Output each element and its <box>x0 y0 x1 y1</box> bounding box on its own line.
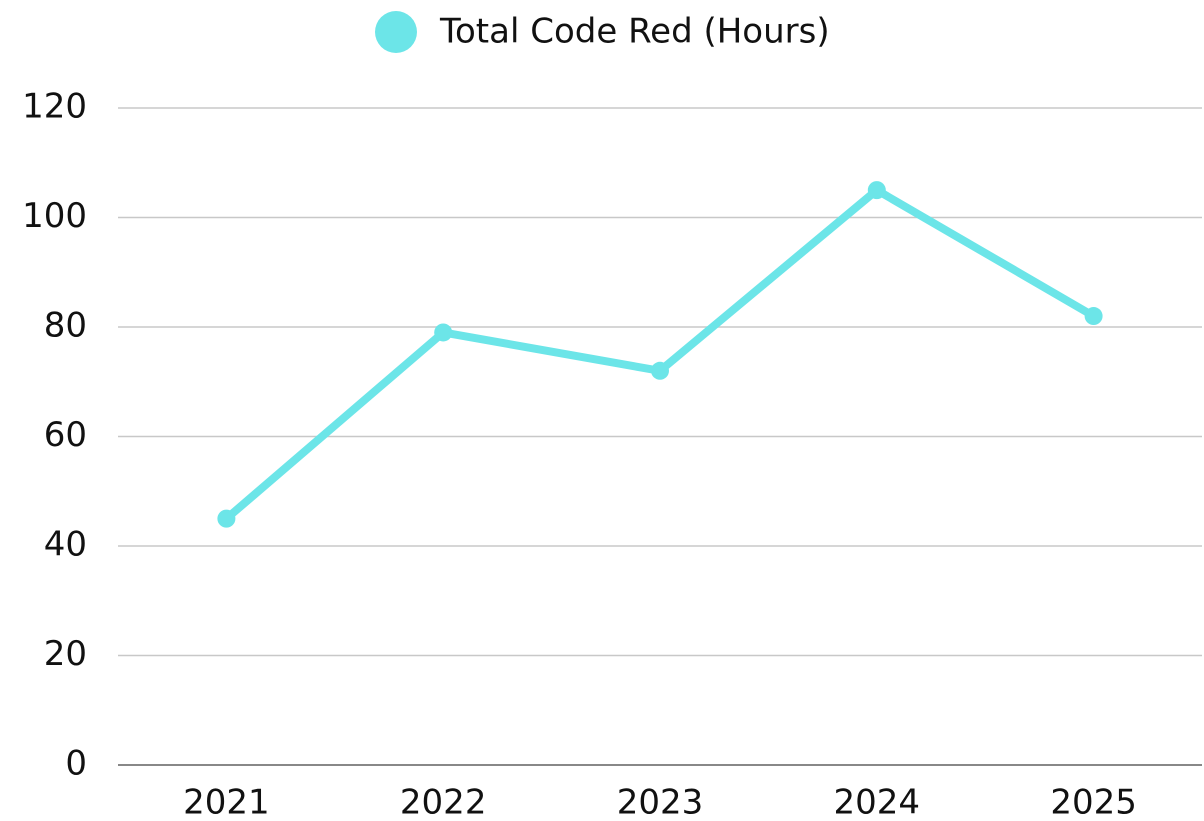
y-tick-label: 120 <box>22 87 87 127</box>
y-tick-label: 40 <box>44 525 87 565</box>
x-tick-label: 2023 <box>617 783 704 821</box>
y-tick-label: 60 <box>44 415 87 455</box>
point <box>434 323 453 342</box>
legend-label: Total Code Red (Hours) <box>439 12 830 52</box>
point <box>651 361 669 380</box>
point <box>867 181 886 200</box>
x-tick-label: 2021 <box>183 783 270 821</box>
legend-swatch <box>375 11 417 53</box>
y-tick-label: 100 <box>22 196 87 236</box>
x-tick-label: 2024 <box>834 783 921 821</box>
line <box>223 186 1096 522</box>
y-tick-label: 20 <box>44 634 87 674</box>
y-tick-label: 80 <box>44 306 87 346</box>
x-tick-label: 2022 <box>400 783 487 821</box>
x-tick-label: 2025 <box>1050 783 1137 821</box>
y-tick-label: 0 <box>65 744 87 784</box>
point <box>217 509 236 528</box>
point <box>1084 307 1103 326</box>
